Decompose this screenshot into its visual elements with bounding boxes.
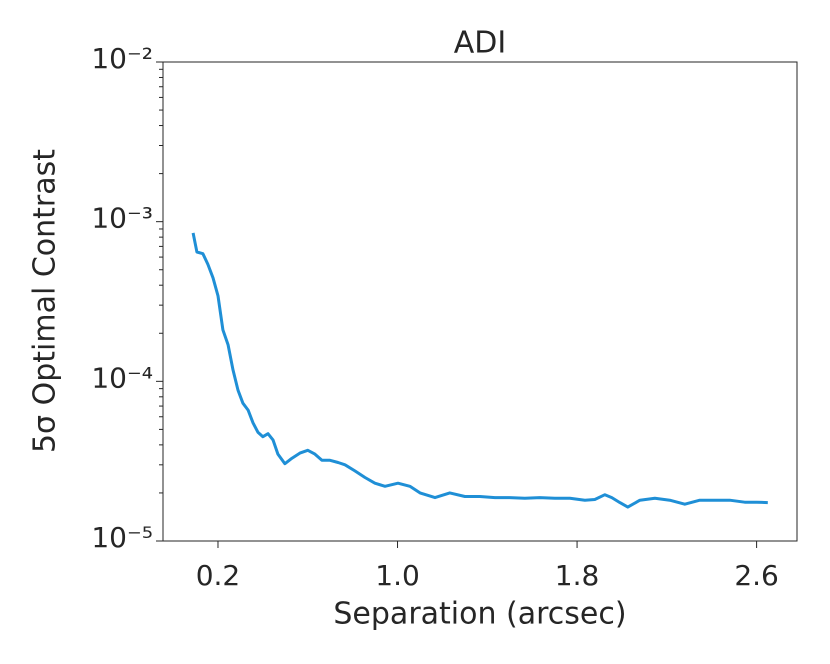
x-tick-label: 1.8 (555, 559, 600, 592)
data-line (191, 232, 768, 509)
y-tick-label: 10⁻⁵ (91, 521, 153, 554)
y-tick-label: 10⁻⁴ (91, 361, 153, 394)
x-axis-label: Separation (arcsec) (333, 597, 626, 632)
plot-frame (162, 61, 798, 542)
y-axis-label: 5σ Optimal Contrast (28, 149, 63, 453)
x-tick-label: 1.0 (375, 559, 420, 592)
x-tick-label: 2.6 (734, 559, 779, 592)
chart-title: ADI (454, 26, 506, 61)
x-tick-label: 0.2 (196, 559, 241, 592)
y-tick-label: 10⁻³ (91, 202, 153, 235)
y-tick-label: 10⁻² (91, 42, 153, 75)
